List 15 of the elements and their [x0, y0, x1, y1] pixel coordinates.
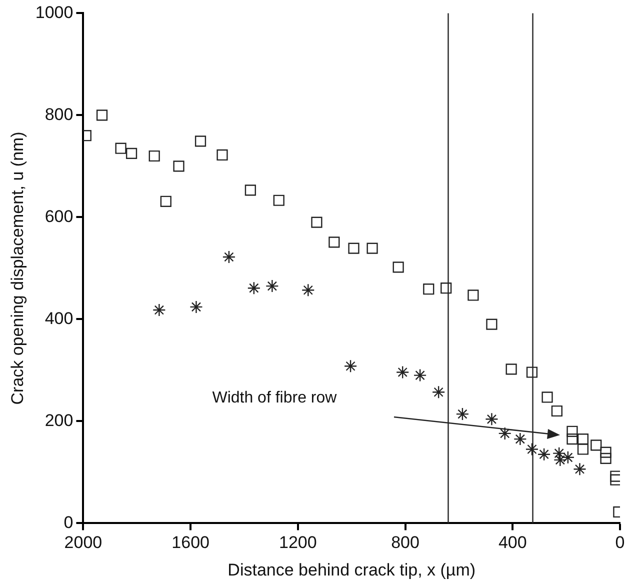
- x-tick-label: 800: [391, 533, 420, 552]
- x-tick-label: 2000: [64, 533, 102, 552]
- y-tick-label: 600: [44, 206, 74, 226]
- x-tick-label: 1200: [279, 533, 317, 552]
- x-axis-title: Distance behind crack tip, x (µm): [228, 560, 476, 580]
- y-tick-label: 1000: [35, 2, 74, 22]
- annotation: Width of fibre row: [212, 390, 338, 407]
- y-tick-label: 200: [44, 410, 74, 430]
- y-tick-label: 400: [44, 308, 74, 328]
- x-tick-label: 1600: [172, 533, 210, 552]
- y-tick-label: 800: [44, 104, 74, 124]
- x-tick-label: 400: [498, 533, 527, 552]
- y-tick-label: 0: [64, 512, 74, 532]
- y-axis-title: Crack opening displacement, u (nm): [8, 132, 27, 405]
- x-tick-label: 0: [615, 533, 625, 552]
